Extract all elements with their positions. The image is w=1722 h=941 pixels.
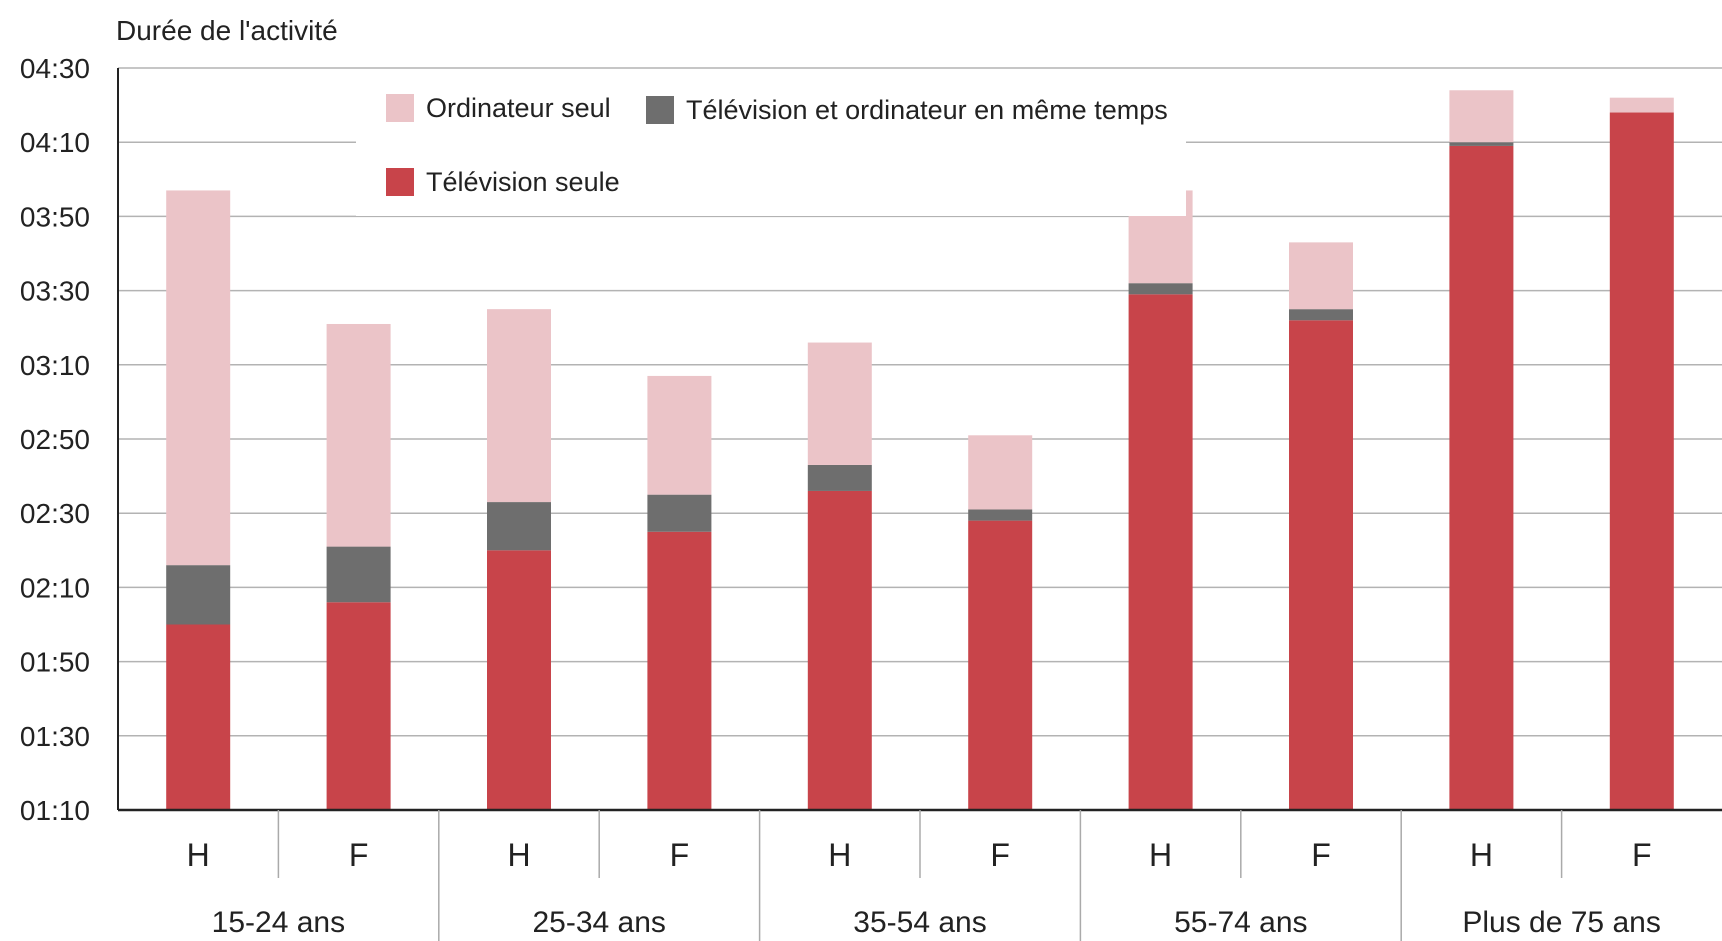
bar-segment — [487, 309, 551, 503]
legend-background — [356, 70, 1186, 216]
group-label: 15-24 ans — [212, 906, 345, 939]
x-tick-label: F — [1311, 837, 1331, 873]
bar-segment — [487, 550, 551, 810]
bar-segment — [1289, 320, 1353, 810]
bar-segment — [647, 531, 712, 810]
x-tick-label: H — [1149, 837, 1172, 873]
x-tick-label: F — [670, 837, 690, 873]
x-tick-label: H — [187, 837, 210, 873]
bar-segment — [166, 624, 231, 810]
bar-segment — [807, 490, 872, 810]
y-tick-label: 03:10 — [20, 350, 90, 381]
legend-swatch — [646, 96, 674, 124]
legend-swatch — [386, 168, 414, 196]
y-tick-label: 03:30 — [20, 276, 90, 307]
y-tick-label: 01:10 — [20, 795, 90, 826]
bar-segment — [807, 464, 872, 491]
group-label: Plus de 75 ans — [1462, 906, 1660, 939]
bar-segment — [166, 565, 231, 625]
y-tick-label: 04:10 — [20, 127, 90, 158]
bar-segment — [807, 342, 872, 465]
bar-segment — [1289, 242, 1353, 310]
y-tick-label: 01:30 — [20, 721, 90, 752]
bar-segment — [647, 494, 712, 532]
bar-segment — [326, 323, 391, 547]
bar-segment — [647, 375, 712, 495]
bar-segment — [326, 602, 391, 810]
y-tick-label: 01:50 — [20, 647, 90, 678]
x-tick-label: F — [990, 837, 1010, 873]
bar-segment — [1449, 90, 1514, 143]
x-tick-label: F — [349, 837, 369, 873]
legend-label: Télévision et ordinateur en même temps — [686, 95, 1168, 125]
legend: Télévision seule Télévision et ordinateur… — [356, 70, 1186, 216]
y-tick-label: 02:10 — [20, 572, 90, 603]
bar-segment — [968, 509, 1033, 521]
bar-segment — [1128, 283, 1193, 295]
y-tick-label: 03:50 — [20, 201, 90, 232]
bar-segment — [166, 190, 231, 566]
bar-segment — [1289, 309, 1353, 321]
legend-label: Télévision seule — [426, 167, 620, 197]
bar-segment — [1609, 97, 1674, 113]
x-tick-label: H — [507, 837, 530, 873]
group-label: 25-34 ans — [532, 906, 665, 939]
y-tick-label: 02:50 — [20, 424, 90, 455]
x-tick-label: H — [828, 837, 851, 873]
bar-segment — [968, 520, 1033, 810]
bar-segment — [968, 435, 1033, 510]
x-tick-label: H — [1470, 837, 1493, 873]
group-label: 55-74 ans — [1174, 906, 1307, 939]
x-tick-label: F — [1632, 837, 1652, 873]
y-tick-label: 04:30 — [20, 53, 90, 84]
bar-segment — [1449, 145, 1514, 810]
bar-segment — [487, 502, 551, 551]
y-tick-label: 02:30 — [20, 498, 90, 529]
bar-segment — [1449, 142, 1514, 146]
y-axis-title: Durée de l'activité — [116, 15, 338, 46]
bars — [166, 90, 1674, 810]
bar-segment — [1128, 294, 1193, 810]
bar-segment — [326, 546, 391, 603]
legend-label: Ordinateur seul — [426, 93, 611, 123]
bar-segment — [1609, 112, 1674, 810]
group-label: 35-54 ans — [853, 906, 986, 939]
axes: 01:10 01:30 01:50 02:10 02:30 02:50 03:10 03:30… — [20, 53, 1722, 941]
legend-swatch — [386, 94, 414, 122]
